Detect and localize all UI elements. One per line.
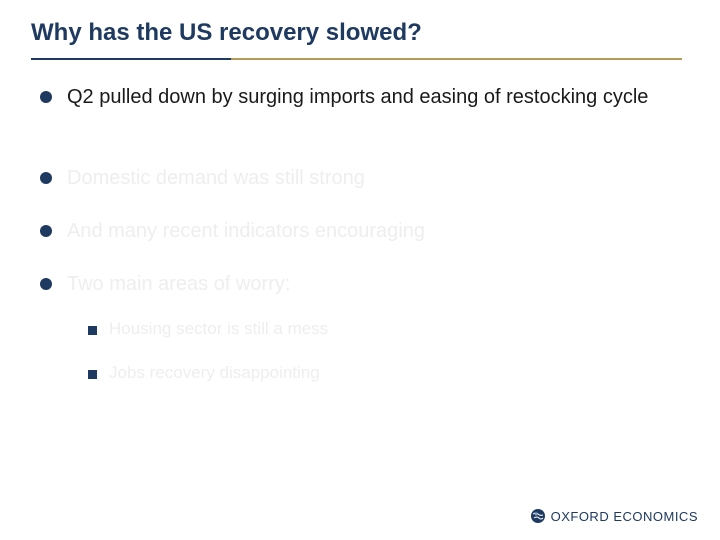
bullet-text-4: Two main areas of worry:: [67, 273, 291, 295]
bullet-text-2: Domestic demand was still strong: [67, 167, 365, 189]
bullet-dot: [40, 91, 52, 103]
bullet-dot: [40, 172, 52, 184]
sub-bullet-text-1: Housing sector is still a mess: [109, 319, 329, 338]
sub-bullet-text-2: Jobs recovery disappointing: [109, 363, 320, 382]
globe-icon: [530, 509, 545, 523]
sub-bullet-square: [88, 370, 97, 379]
logo-text: OXFORD ECONOMICS: [550, 508, 698, 524]
bullet-text-3: And many recent indicators encouraging: [67, 220, 425, 242]
bullet-dot: [40, 225, 52, 237]
slide-title: Why has the US recovery slowed?: [31, 19, 422, 46]
oxford-economics-logo: OXFORD ECONOMICS: [530, 508, 698, 524]
sub-bullet-square: [88, 326, 97, 335]
title-underline: [31, 58, 682, 60]
bullet-text-1: Q2 pulled down by surging imports and ea…: [67, 86, 649, 108]
bullet-dot: [40, 278, 52, 290]
